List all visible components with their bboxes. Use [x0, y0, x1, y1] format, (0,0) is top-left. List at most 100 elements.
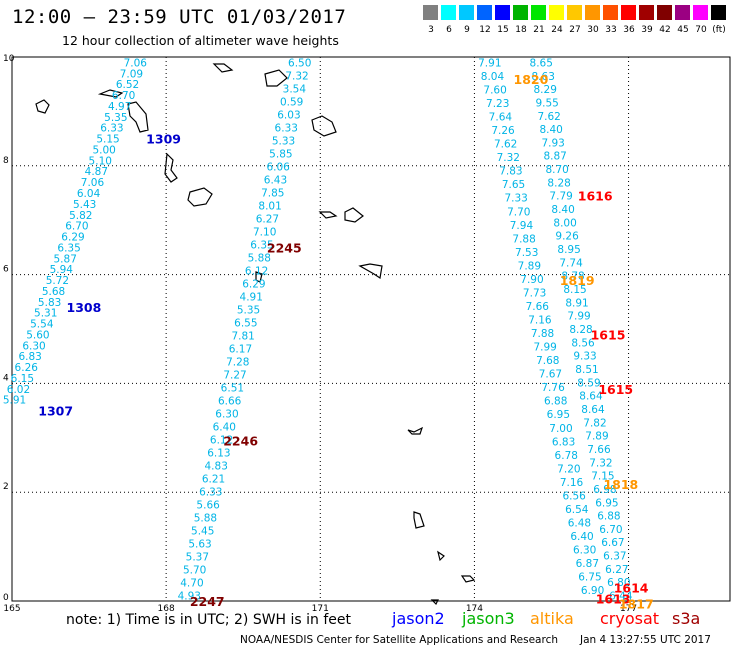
wave-height-value: 8.51 [575, 364, 598, 376]
wave-height-value: 7.85 [261, 187, 284, 199]
wave-height-value: 6.30 [22, 340, 45, 352]
lat-tick-label: 2 [3, 482, 9, 492]
wave-height-value: 7.89 [585, 431, 608, 443]
wave-height-value: 6.29 [242, 278, 265, 290]
lon-tick-label: 168 [158, 604, 175, 614]
wave-height-value: 7.60 [483, 85, 506, 97]
wave-height-value: 8.65 [530, 57, 553, 69]
wave-height-value: 8.29 [534, 84, 557, 96]
legend-swatch [423, 5, 438, 20]
lat-tick-label: 10 [3, 54, 15, 64]
legend-label: 12 [479, 25, 491, 35]
wave-height-value: 8.40 [539, 124, 562, 136]
wave-height-value: 6.90 [581, 585, 604, 597]
wave-height-value: 7.66 [526, 301, 550, 313]
wave-height-value: 6.51 [221, 383, 244, 395]
legend-swatch [513, 5, 528, 20]
legend-swatch [477, 5, 492, 20]
wave-height-value: 7.79 [549, 191, 572, 203]
wave-height-value: 7.32 [589, 457, 612, 469]
wave-height-value: 6.40 [570, 531, 593, 543]
wave-height-value: 5.85 [269, 148, 292, 160]
wave-height-value: 4.91 [240, 291, 263, 303]
wave-height-value: 6.15 [11, 373, 34, 385]
wave-height-value: 5.94 [50, 264, 74, 276]
generated-timestamp: Jan 4 13:27:55 UTC 2017 [580, 634, 711, 646]
wave-height-value: 6.95 [547, 409, 570, 421]
wave-height-value: 6.78 [555, 450, 578, 462]
wave-height-value: 6.33 [275, 122, 298, 134]
wave-height-value: 7.15 [591, 471, 614, 483]
wave-height-value: 6.75 [578, 572, 601, 584]
wave-height-value: 6.33 [199, 487, 222, 499]
wave-height-value: 8.28 [547, 177, 570, 189]
wave-height-value: 6.03 [277, 109, 300, 121]
wave-height-value: 5.31 [34, 308, 57, 320]
island [127, 101, 149, 133]
wave-height-value: 7.28 [226, 357, 249, 369]
wave-height-value: 8.56 [571, 337, 595, 349]
wave-height-value: 5.87 [54, 253, 77, 265]
wave-height-value: 6.21 [202, 474, 225, 486]
wave-height-value: 7.27 [223, 370, 246, 382]
orbit-time-label: 1818 [603, 477, 638, 492]
wave-height-value: 5.37 [186, 552, 209, 564]
legend-label: 39 [641, 25, 653, 35]
wave-height-value: 7.81 [231, 331, 254, 343]
orbit-time-label: 1615 [591, 327, 626, 342]
wave-height-value: 4.97 [108, 101, 131, 113]
wave-height-value: 6.88 [544, 396, 567, 408]
wave-height-value: 5.66 [196, 500, 220, 512]
legend-swatch [495, 5, 510, 20]
wave-height-value: 8.78 [561, 271, 584, 283]
wave-height-value: 5.43 [73, 199, 96, 211]
wave-height-value: 9.33 [573, 351, 596, 363]
orbit-time-label: 1819 [560, 273, 595, 288]
orbit-time-label: 2245 [267, 240, 302, 255]
orbit-time-label: 1820 [514, 72, 549, 87]
wave-height-value: 6.66 [218, 396, 242, 408]
wave-height-value: 6.56 [562, 490, 586, 502]
island [187, 187, 213, 207]
wave-height-value: 6.83 [18, 351, 41, 363]
lon-tick-label: 174 [466, 604, 483, 614]
wave-height-value: 5.54 [30, 319, 54, 331]
map-title: 12:00 – 23:59 UTC 01/03/2017 [12, 6, 347, 28]
wave-height-value: 5.63 [188, 539, 211, 551]
wave-height-value: 6.26 [15, 362, 39, 374]
wave-height-value: 7.68 [536, 355, 559, 367]
wave-height-value: 5.91 [3, 395, 26, 407]
orbit-time-label: 2247 [190, 594, 225, 609]
satellite-legend-item: jason3 [462, 609, 515, 628]
island [413, 511, 425, 529]
wave-height-value: 5.15 [96, 134, 119, 146]
wave-height-value: 7.09 [120, 68, 143, 80]
wave-height-value: 6.43 [264, 174, 287, 186]
wave-height-value: 7.62 [494, 139, 517, 151]
wave-height-value: 6.48 [568, 517, 591, 529]
wave-height-value: 6.13 [207, 448, 230, 460]
orbit-time-label: 1615 [598, 382, 633, 397]
orbit-time-label: 1307 [38, 404, 73, 419]
wave-height-value: 6.67 [601, 537, 624, 549]
lat-tick-label: 6 [3, 265, 9, 275]
wave-height-value: 6.88 [597, 511, 620, 523]
wave-height-value: 9.55 [535, 97, 558, 109]
wave-height-value: 7.70 [507, 206, 530, 218]
wave-height-value: 7.83 [499, 166, 522, 178]
wave-height-value: 7.65 [502, 179, 525, 191]
orbit-time-label: 1817 [619, 597, 654, 612]
island [358, 263, 383, 280]
wave-height-value: 7.16 [560, 477, 584, 489]
lat-tick-label: 0 [3, 593, 9, 603]
wave-height-value: 4.70 [180, 578, 203, 590]
wave-height-value: 7.06 [124, 57, 148, 69]
credit-text: NOAA/NESDIS Center for Satellite Applica… [240, 634, 558, 646]
wave-height-value: 7.53 [515, 247, 538, 259]
lat-tick-label: 8 [3, 156, 9, 166]
orbit-time-label: 1613 [596, 591, 631, 606]
wave-height-value: 6.35 [250, 239, 273, 251]
orbit-time-label: 1308 [67, 300, 102, 315]
wave-height-value: 7.90 [520, 274, 543, 286]
legend-label: 36 [623, 25, 635, 35]
